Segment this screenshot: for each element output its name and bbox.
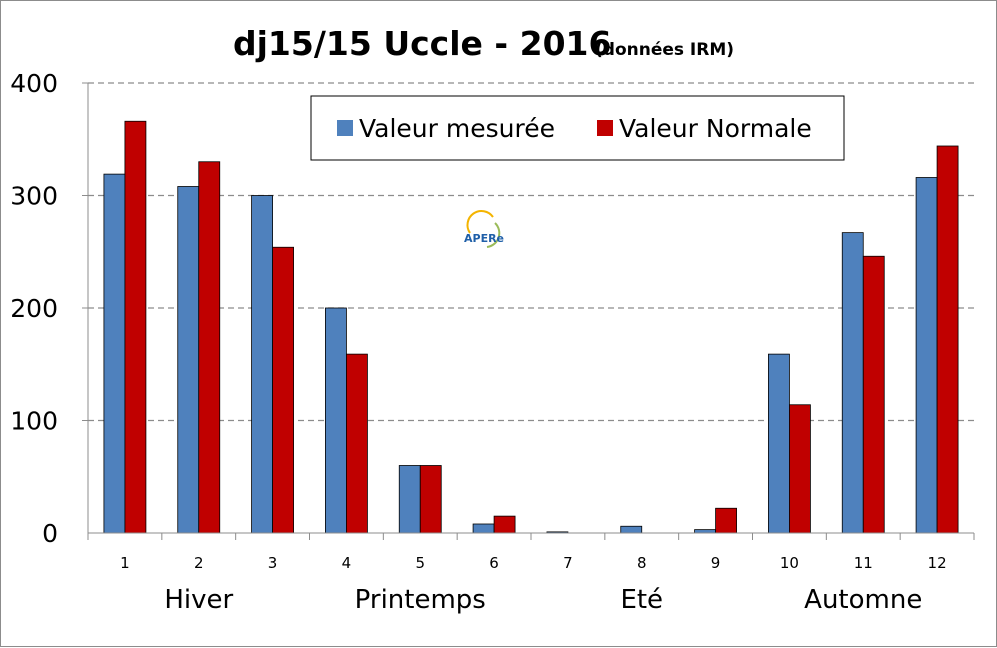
legend-swatch-valeur-mesuree xyxy=(337,120,353,136)
x-tick-label-1: 1 xyxy=(120,554,130,572)
season-label-automne: Automne xyxy=(804,585,922,615)
bar-mesuree-month-3 xyxy=(251,195,273,534)
x-tick-label-7: 7 xyxy=(563,554,573,572)
bar-normale-month-2 xyxy=(198,161,221,534)
season-labels: Hiver Printemps Eté Automne xyxy=(164,585,922,615)
bar-normale-month-9 xyxy=(715,507,737,534)
bar-mesuree-month-1 xyxy=(103,173,126,534)
legend-label-valeur-normale: Valeur Normale xyxy=(619,114,812,143)
bar-normale-month-6 xyxy=(493,515,516,534)
bar-normale-month-10 xyxy=(789,404,811,534)
x-tick-label-6: 6 xyxy=(489,554,499,572)
season-label-eté: Eté xyxy=(620,585,663,615)
legend: Valeur mesurée Valeur Normale xyxy=(310,95,845,161)
bar-normale-month-1 xyxy=(124,120,147,534)
x-tick-labels: 1 2 3 4 5 6 7 8 9 10 11 12 xyxy=(120,554,946,572)
y-tick-label-200: 200 xyxy=(10,294,58,323)
bar-normale-month-11 xyxy=(862,255,885,534)
x-tick-label-8: 8 xyxy=(637,554,647,572)
chart-title: dj15/15 Uccle - 2016 xyxy=(233,24,611,63)
legend-label-valeur-mesuree: Valeur mesurée xyxy=(359,114,555,143)
bars xyxy=(103,120,959,534)
bar-normale-month-12 xyxy=(936,145,959,534)
bar-normale-month-5 xyxy=(419,465,442,534)
season-label-hiver: Hiver xyxy=(164,585,233,615)
y-tick-label-300: 300 xyxy=(10,182,58,211)
season-label-printemps: Printemps xyxy=(355,585,486,615)
x-tick-label-11: 11 xyxy=(854,554,873,572)
x-tick-label-9: 9 xyxy=(711,554,721,572)
y-tick-label-400: 400 xyxy=(10,69,58,98)
x-tick-label-4: 4 xyxy=(342,554,352,572)
y-tick-label-0: 0 xyxy=(42,519,58,548)
grid-lines xyxy=(88,82,974,422)
x-tick-label-12: 12 xyxy=(928,554,947,572)
apere-logo-icon: APERe xyxy=(464,210,504,248)
x-tick-label-5: 5 xyxy=(415,554,425,572)
bar-mesuree-month-10 xyxy=(768,353,790,534)
bar-normale-month-4 xyxy=(346,353,368,534)
x-tick-label-3: 3 xyxy=(268,554,278,572)
bar-normale-month-3 xyxy=(272,246,294,534)
legend-box xyxy=(310,95,845,161)
axes xyxy=(82,82,975,540)
bar-mesuree-month-12 xyxy=(915,177,938,534)
bar-mesuree-month-5 xyxy=(398,465,421,534)
x-tick-label-10: 10 xyxy=(780,554,799,572)
legend-swatch-valeur-normale xyxy=(597,120,613,136)
watermark-text: APERe xyxy=(464,232,504,245)
y-tick-labels: 0 100 200 300 400 xyxy=(10,69,58,548)
bar-mesuree-month-8 xyxy=(620,525,643,534)
bar-mesuree-month-6 xyxy=(472,523,495,534)
chart-subtitle: (données IRM) xyxy=(595,40,734,60)
y-tick-label-100: 100 xyxy=(10,407,58,436)
bar-mesuree-month-11 xyxy=(841,232,864,534)
bar-mesuree-month-4 xyxy=(325,307,347,534)
x-tick-label-2: 2 xyxy=(194,554,204,572)
bar-mesuree-month-2 xyxy=(177,186,200,534)
bar-mesuree-month-9 xyxy=(694,529,716,534)
